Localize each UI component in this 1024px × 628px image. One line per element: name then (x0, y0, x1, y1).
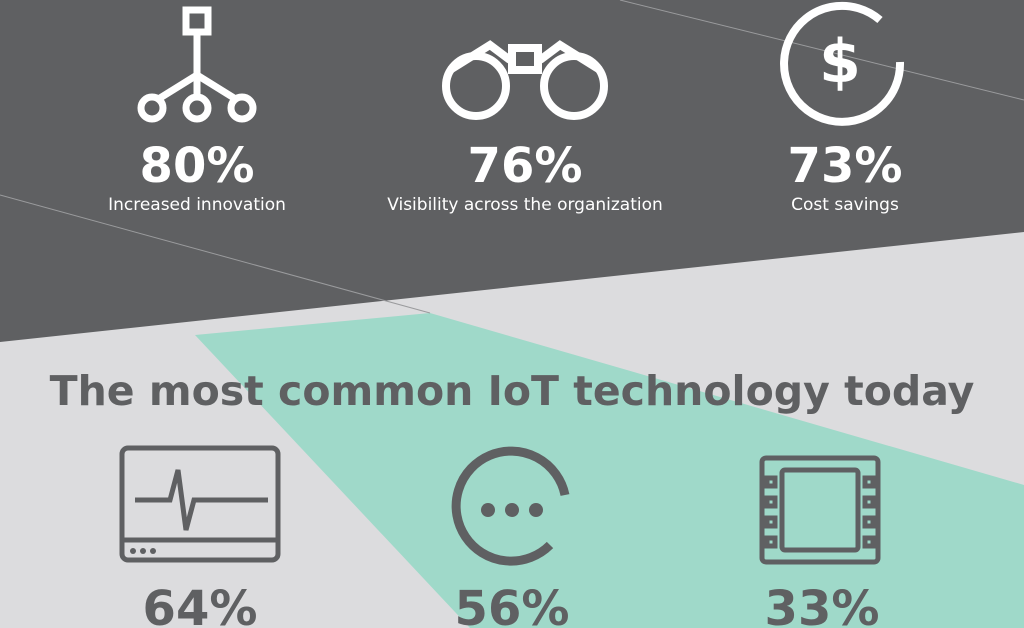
tech-value: 64% (143, 581, 258, 628)
film-icon (759, 455, 881, 565)
innovation-icon (137, 6, 257, 123)
deco-line (0, 194, 431, 314)
chat-icon (451, 446, 570, 566)
deco-line (619, 0, 1024, 101)
tech-value: 33% (765, 581, 880, 628)
svg-text:$: $ (819, 27, 861, 97)
heading: The most common IoT technology today (50, 367, 975, 415)
tech-value: 56% (455, 581, 570, 628)
benefit-value: 80% (140, 138, 255, 194)
benefit-label: Visibility across the organization (387, 195, 663, 215)
benefit-value: 73% (788, 138, 903, 194)
monitor-dots (130, 548, 156, 554)
dollar-icon: $ (780, 1, 905, 126)
dark-panel (0, 0, 1024, 342)
binoculars-icon (442, 40, 608, 120)
monitor-icon (119, 445, 281, 563)
benefit-label: Increased innovation (108, 195, 286, 215)
benefit-label: Cost savings (791, 195, 899, 215)
benefit-value: 76% (468, 138, 583, 194)
